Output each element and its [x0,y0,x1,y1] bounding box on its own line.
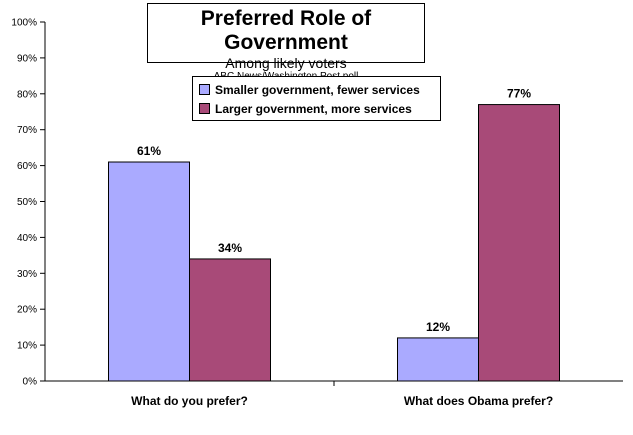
x-category-label: What do you prefer? [131,394,248,408]
y-tick-label: 30% [17,269,37,280]
bar [108,161,190,382]
bar [189,258,271,382]
y-tick-label: 0% [23,377,38,388]
chart-title-box: Preferred Role of Government Among likel… [147,3,425,82]
y-tick-label: 90% [17,53,37,64]
y-tick-label: 70% [17,125,37,136]
chart-legend: Smaller government, fewer services Large… [192,76,441,121]
bar-value-label: 77% [507,87,531,101]
legend-label-smaller: Smaller government, fewer services [215,82,420,97]
x-category-label: What does Obama prefer? [404,394,553,408]
y-tick-label: 80% [17,89,37,100]
legend-item-smaller: Smaller government, fewer services [199,80,434,99]
y-tick-label: 100% [11,18,37,29]
legend-label-larger: Larger government, more services [215,101,412,116]
y-tick-label: 60% [17,161,37,172]
legend-swatch-larger [199,103,210,114]
bar-value-label: 34% [218,241,242,255]
bar-value-label: 12% [426,320,450,334]
y-tick-label: 40% [17,233,37,244]
y-tick-label: 50% [17,197,37,208]
y-tick-label: 20% [17,305,37,316]
legend-swatch-smaller [199,84,210,95]
bar-value-label: 61% [137,144,161,158]
bar [397,337,479,382]
chart-title: Preferred Role of Government [200,7,372,54]
bar [478,104,560,382]
y-tick-label: 10% [17,341,37,352]
legend-item-larger: Larger government, more services [199,99,434,118]
chart-subtitle: Among likely voters [225,55,347,71]
